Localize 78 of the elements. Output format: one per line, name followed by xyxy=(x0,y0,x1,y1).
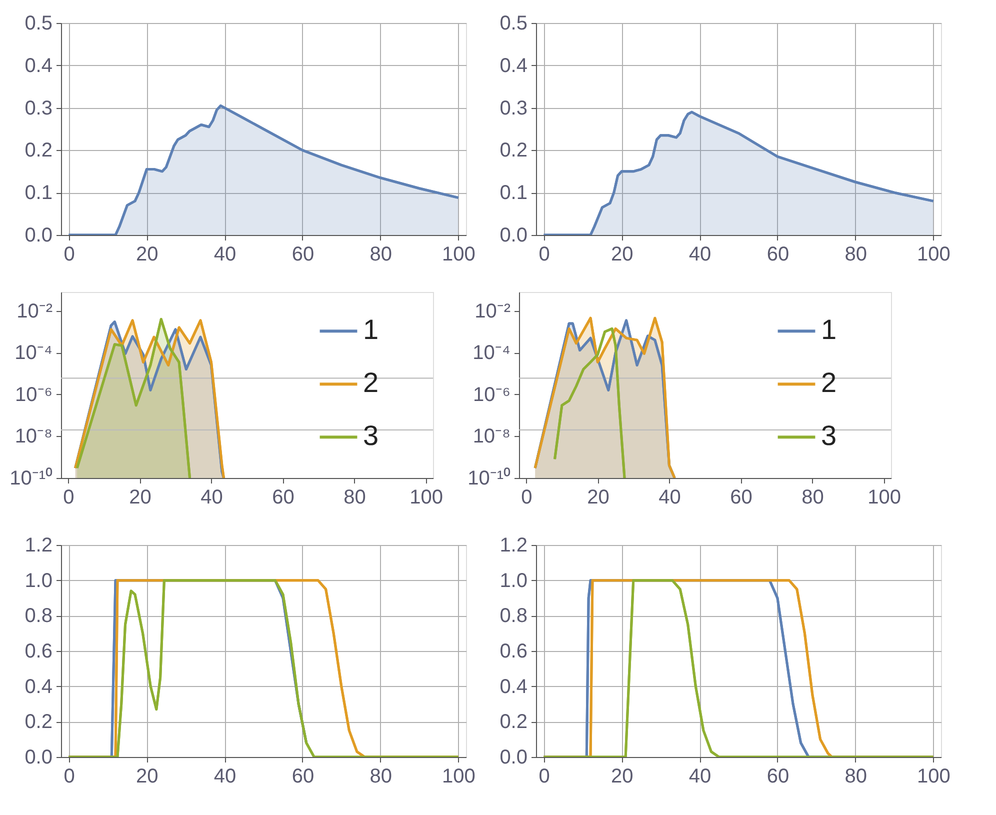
x-tick-label: 60 xyxy=(292,244,314,266)
x-tick-label: 100 xyxy=(868,486,902,508)
x-tick-label: 40 xyxy=(688,244,712,266)
y-tick-label: 0.0 xyxy=(24,746,52,768)
y-tick-label: 0.4 xyxy=(500,676,528,698)
y-tick-label: 10⁻⁶ xyxy=(15,384,52,406)
y-tick-label: 0.8 xyxy=(24,605,52,628)
x-tick-label: 20 xyxy=(611,766,634,788)
x-tick-label: 80 xyxy=(802,486,824,508)
y-tick-label: 0.8 xyxy=(500,605,528,628)
y-tick-label: 10⁻² xyxy=(474,300,511,322)
y-tick-label: 0.0 xyxy=(24,224,52,246)
legend-label: 2 xyxy=(821,367,837,398)
x-tick-label: 100 xyxy=(917,766,950,788)
x-tick-label: 20 xyxy=(136,244,158,266)
y-tick-label: 1.0 xyxy=(24,570,52,592)
y-tick-label: 0.3 xyxy=(500,97,528,120)
x-tick-label: 0 xyxy=(521,486,532,508)
y-tick-label: 0.6 xyxy=(500,640,528,662)
x-tick-label: 80 xyxy=(844,766,867,788)
y-tick-label: 0.3 xyxy=(24,97,52,120)
x-tick-label: 0 xyxy=(64,766,75,788)
y-tick-label: 0.0 xyxy=(500,746,528,768)
x-tick-label: 100 xyxy=(442,766,476,788)
x-tick-label: 40 xyxy=(658,486,681,508)
y-tick-label: 0.4 xyxy=(24,676,52,698)
x-tick-label: 20 xyxy=(136,766,158,788)
x-tick-label: 80 xyxy=(370,766,392,788)
y-tick-label: 10⁻¹⁰ xyxy=(10,466,52,490)
y-tick-label: 0.5 xyxy=(500,12,528,34)
x-tick-label: 20 xyxy=(611,244,634,266)
y-tick-label: 0.2 xyxy=(500,140,528,162)
y-tick-label: 1.0 xyxy=(500,570,528,592)
y-tick-label: 0.4 xyxy=(500,54,528,77)
x-tick-label: 0 xyxy=(538,766,550,788)
y-tick-label: 10⁻⁴ xyxy=(472,342,510,364)
x-tick-label: 40 xyxy=(200,486,223,508)
y-tick-label: 0.2 xyxy=(500,711,528,734)
y-tick-label: 10⁻⁸ xyxy=(14,426,52,448)
x-tick-label: 20 xyxy=(587,486,610,508)
x-tick-label: 20 xyxy=(129,486,152,508)
y-tick-label: 0.2 xyxy=(24,140,52,162)
x-tick-label: 60 xyxy=(272,486,294,508)
y-tick-label: 0.2 xyxy=(24,711,52,734)
x-tick-label: 0 xyxy=(64,244,75,266)
x-tick-label: 100 xyxy=(410,486,444,508)
y-tick-label: 0.6 xyxy=(24,640,52,662)
x-tick-label: 0 xyxy=(538,244,550,266)
legend-label: 2 xyxy=(363,367,379,398)
x-tick-label: 0 xyxy=(63,486,74,508)
legend-label: 3 xyxy=(363,420,379,452)
legend-label: 1 xyxy=(821,314,837,346)
y-tick-label: 0.0 xyxy=(500,224,528,246)
x-tick-label: 100 xyxy=(442,244,476,266)
y-tick-label: 0.4 xyxy=(24,54,52,77)
x-tick-label: 60 xyxy=(730,486,752,508)
x-tick-label: 80 xyxy=(844,244,867,266)
y-tick-label: 10⁻⁶ xyxy=(473,384,510,406)
y-tick-label: 0.5 xyxy=(24,12,52,34)
y-tick-label: 10⁻⁸ xyxy=(472,426,510,448)
x-tick-label: 80 xyxy=(370,244,392,266)
x-tick-label: 80 xyxy=(344,486,366,508)
y-tick-label: 1.2 xyxy=(500,534,528,556)
legend-label: 3 xyxy=(821,420,837,452)
x-tick-label: 40 xyxy=(688,766,712,788)
y-tick-label: 10⁻² xyxy=(16,300,53,322)
x-tick-label: 60 xyxy=(766,244,790,266)
y-tick-label: 0.1 xyxy=(24,182,52,204)
y-tick-label: 10⁻⁴ xyxy=(14,342,52,364)
x-tick-label: 40 xyxy=(214,244,236,266)
x-tick-label: 60 xyxy=(766,766,790,788)
y-tick-label: 1.2 xyxy=(24,534,52,556)
x-tick-label: 40 xyxy=(214,766,236,788)
x-tick-label: 60 xyxy=(292,766,314,788)
y-tick-label: 10⁻¹⁰ xyxy=(468,466,510,490)
x-tick-label: 100 xyxy=(917,244,950,266)
legend-label: 1 xyxy=(363,314,379,346)
y-tick-label: 0.1 xyxy=(500,182,528,204)
